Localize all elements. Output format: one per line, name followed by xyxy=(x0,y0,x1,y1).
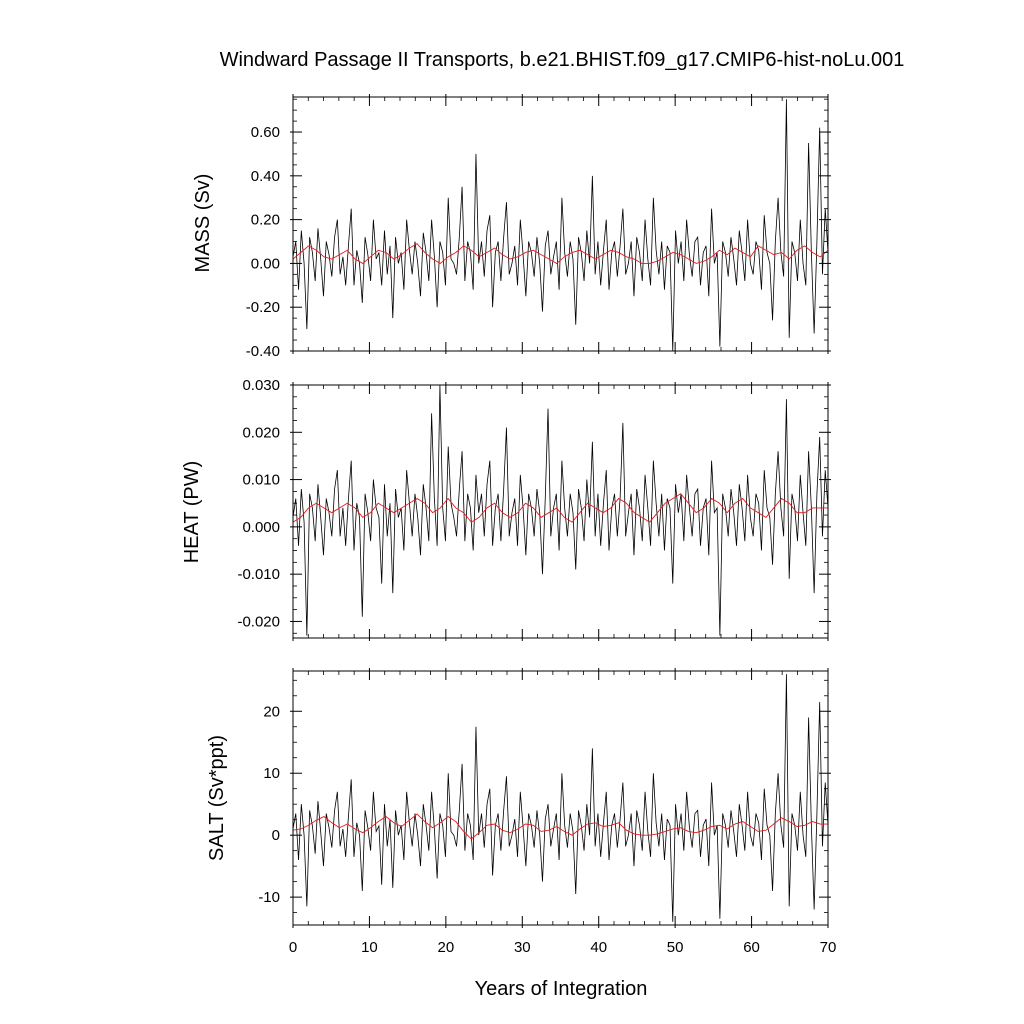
mass-y-tick-label: 0.60 xyxy=(251,124,280,141)
x-tick-label: 0 xyxy=(289,939,297,956)
heat-y-tick-label: 0.000 xyxy=(242,519,280,536)
mass-y-tick-label: 0.40 xyxy=(251,168,280,185)
mass-y-tick-label: -0.20 xyxy=(246,299,280,316)
salt-y-tick-label: 10 xyxy=(263,765,280,782)
mass-y-tick-label: -0.40 xyxy=(246,343,280,360)
heat-monthly-series-line xyxy=(293,385,828,636)
x-axis-label: Years of Integration xyxy=(475,978,648,1000)
mass-monthly-series-line xyxy=(293,99,828,351)
x-tick-label: 60 xyxy=(743,939,760,956)
mass-y-tick-label: 0.20 xyxy=(251,212,280,229)
salt-plot-frame xyxy=(292,670,829,926)
heat-panel: HEAT (PW) -0.020 -0.010 0.000 0.010 0.020 0.0… xyxy=(181,377,831,641)
heat-running-mean-line xyxy=(293,493,828,523)
heat-y-axis-label: HEAT (PW) xyxy=(181,461,203,564)
x-tick-label: 30 xyxy=(514,939,531,956)
salt-monthly-series-line xyxy=(293,674,828,922)
x-tick-label: 40 xyxy=(590,939,607,956)
x-tick-label: 70 xyxy=(820,939,837,956)
salt-y-tick-label: 0 xyxy=(272,827,280,844)
heat-y-tick-label: 0.020 xyxy=(242,424,280,441)
mass-running-mean-line xyxy=(293,243,828,264)
heat-y-tick-label: 0.010 xyxy=(242,472,280,489)
salt-panel: SALT (Sv*ppt) -10 0 10 20 0 10 20 30 40 50 60 70 xyxy=(206,668,836,956)
heat-plot-frame xyxy=(292,384,829,639)
salt-y-tick-label: 20 xyxy=(263,703,280,720)
x-tick-label: 50 xyxy=(667,939,684,956)
heat-y-tick-label: -0.020 xyxy=(237,613,280,630)
heat-y-tick-label: 0.030 xyxy=(242,377,280,394)
salt-y-axis-label: SALT (Sv*ppt) xyxy=(206,735,228,861)
x-tick-label: 10 xyxy=(361,939,378,956)
chart-title: Windward Passage II Transports, b.e21.BH… xyxy=(220,49,905,71)
salt-y-tick-label: -10 xyxy=(258,889,280,906)
mass-plot-frame xyxy=(292,96,829,352)
heat-y-tick-label: -0.010 xyxy=(237,566,280,583)
mass-panel: MASS (Sv) -0.40 -0.20 0.00 0.20 0.40 0.60 xyxy=(192,94,831,360)
mass-y-axis-label: MASS (Sv) xyxy=(192,174,214,273)
salt-running-mean-line xyxy=(293,813,828,840)
mass-y-tick-label: 0.00 xyxy=(251,255,280,272)
x-tick-label: 20 xyxy=(438,939,455,956)
